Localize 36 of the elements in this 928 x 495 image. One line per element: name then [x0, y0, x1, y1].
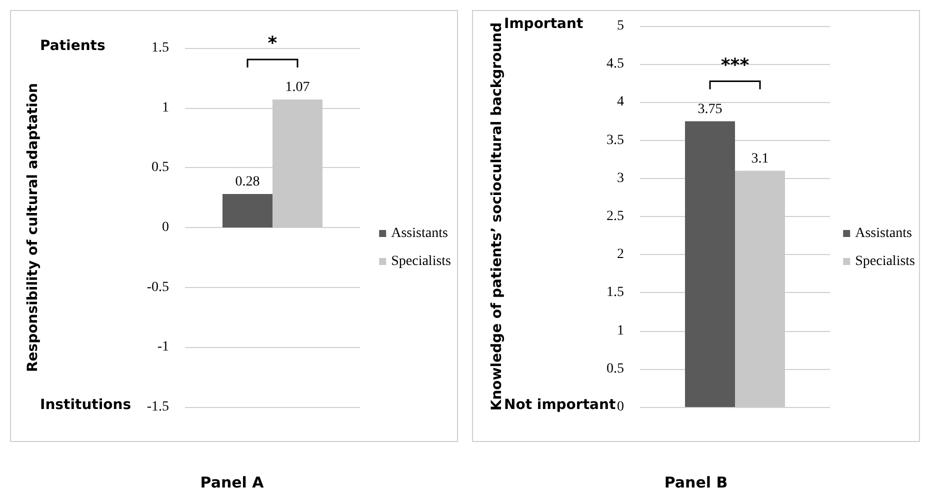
text: Institutions — [40, 397, 132, 413]
text: Patients — [40, 38, 106, 54]
data-label: 1.07 — [285, 80, 310, 95]
y-tick-label: 1 — [162, 100, 169, 116]
y-axis-title: Responsibility of cultural adaptation — [25, 83, 41, 372]
data-label: 3.75 — [698, 102, 722, 117]
y-tick-label: 4 — [617, 94, 624, 110]
y-tick-label: 3.5 — [606, 132, 624, 148]
y-tick-label: 4.5 — [606, 56, 624, 72]
y-tick-label: -1 — [157, 340, 169, 355]
y-tick-label: 0.5 — [606, 361, 624, 376]
y-tick-label: 2.5 — [606, 209, 624, 224]
text: Panel A — [200, 474, 264, 492]
y-axis-title: Knowledge of patients’ sociocultural background — [489, 22, 505, 411]
annotation: * — [268, 32, 278, 54]
text: Important — [504, 16, 584, 32]
data-label: 0.28 — [235, 174, 260, 190]
legend-label: Specialists — [391, 254, 452, 269]
legend-label: Assistants — [391, 226, 448, 241]
y-tick-label: 1 — [617, 323, 624, 338]
y-tick-label: 0 — [162, 220, 169, 235]
text: Panel B — [664, 474, 728, 492]
y-tick-label: 1.5 — [152, 40, 169, 56]
y-tick-label: 0.5 — [152, 160, 169, 176]
y-tick-label: 1.5 — [606, 285, 624, 300]
legend-label: Assistants — [855, 226, 912, 241]
y-tick-label: -0.5 — [146, 280, 169, 295]
y-tick-label: -1.5 — [146, 400, 169, 414]
annotation: *** — [720, 54, 750, 76]
y-tick-label: 2 — [617, 247, 624, 262]
y-tick-label: 0 — [617, 400, 624, 414]
y-tick-label: 3 — [617, 170, 624, 186]
y-tick-label: 5 — [617, 18, 624, 34]
legend-label: Specialists — [855, 254, 916, 269]
text: Not important — [504, 397, 616, 413]
data-label: 3.1 — [751, 151, 769, 166]
